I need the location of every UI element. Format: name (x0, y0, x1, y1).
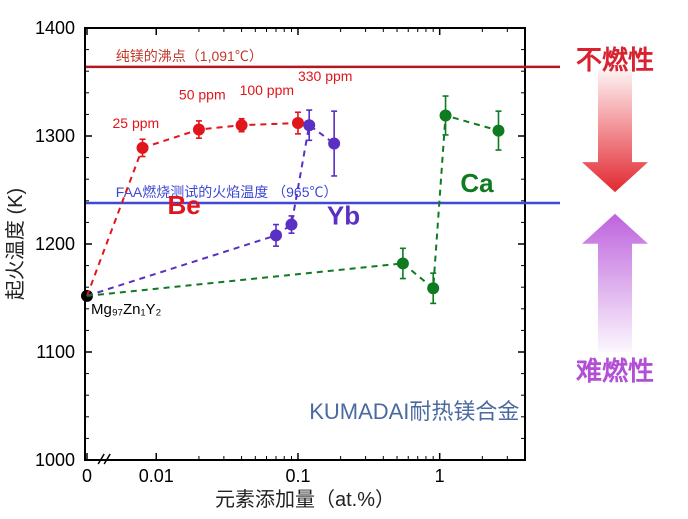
point-annotation: 330 ppm (298, 68, 352, 84)
series-Ca-point (440, 109, 452, 121)
point-annotation: 25 ppm (113, 115, 160, 131)
series-Ca-point (397, 257, 409, 269)
point-annotation: 50 ppm (179, 87, 226, 103)
series-Be-point (193, 124, 205, 136)
y-tick-label: 1200 (35, 234, 75, 254)
series-Be-point (137, 142, 149, 154)
label-noncombustible: 不燃性 (576, 45, 654, 75)
x-axis-label: 元素添加量（at.%） (215, 488, 395, 511)
series-Yb-point (328, 138, 340, 150)
series-Yb-point (270, 229, 282, 241)
series-Ca-point (492, 125, 504, 137)
series-Ca-point (427, 282, 439, 294)
series-Yb-point (303, 119, 315, 131)
y-tick-label: 1100 (36, 342, 75, 362)
point-annotation: 100 ppm (240, 82, 294, 98)
y-axis-label: 起火温度 (K) (4, 188, 27, 300)
y-tick-label: 1400 (35, 18, 75, 38)
x-tick-label: 0 (82, 466, 92, 486)
reference-line-label: 纯镁的沸点（1,091℃） (116, 48, 263, 64)
series-Be-point (292, 117, 304, 129)
x-tick-label: 0.1 (285, 466, 310, 486)
x-tick-label: 1 (435, 466, 445, 486)
series-Be-label: Be (167, 190, 200, 220)
x-tick-label: 0.01 (139, 466, 174, 486)
series-Yb-label: Yb (327, 201, 360, 231)
series-Ca-label: Ca (460, 168, 494, 198)
plot-area (85, 28, 525, 460)
footer-caption: KUMADAI耐热镁合金 (309, 399, 519, 424)
series-Yb-point (285, 219, 297, 231)
series-Be-point (236, 119, 248, 131)
y-tick-label: 1000 (35, 450, 75, 470)
origin-label: Mg₉₇Zn₁Y₂ (91, 301, 162, 318)
reference-line-label: FAA燃烧测试的火焰温度 （965℃） (116, 184, 338, 200)
arrow-flame-retardant (582, 214, 648, 352)
y-tick-label: 1300 (35, 126, 75, 146)
arrow-noncombustible (582, 69, 648, 192)
label-flame-retardant: 难燃性 (576, 356, 654, 386)
